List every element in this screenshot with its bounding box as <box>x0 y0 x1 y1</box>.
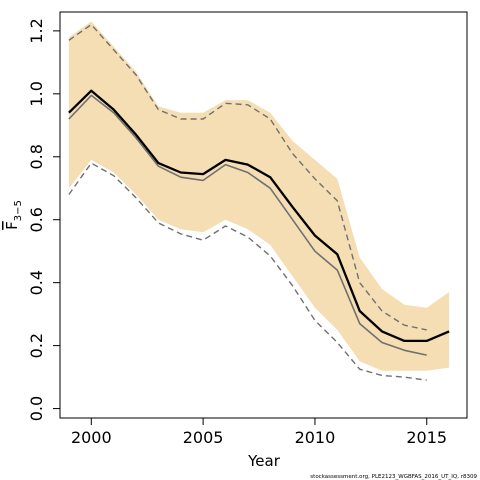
previous-estimate-line <box>68 94 427 356</box>
y-tick-label: 1.2 <box>27 18 46 43</box>
lines-layer <box>68 23 450 381</box>
previous-lower-ci-line <box>68 162 427 381</box>
y-axis-title: F3−5 <box>3 200 24 230</box>
main-estimate-line <box>68 89 450 343</box>
y-tick-label: 0.8 <box>27 144 46 169</box>
x-tick-label: 2000 <box>71 428 112 447</box>
x-tick-label: 2010 <box>295 428 336 447</box>
uncertainty-band-layer <box>68 21 450 371</box>
y-axis-title-sub: 3−5 <box>13 200 24 221</box>
previous-upper-ci-line <box>68 23 427 331</box>
y-axis: 0.0 0.2 0.4 0.6 0.8 1.0 1.2 <box>27 18 61 421</box>
y-tick-label: 0.0 <box>27 396 46 421</box>
x-axis-title: Year <box>247 452 281 470</box>
x-tick-label: 2015 <box>406 428 447 447</box>
svg-text:F3−5: F3−5 <box>3 200 24 230</box>
confidence-band <box>68 21 450 371</box>
y-tick-label: 0.2 <box>27 333 46 358</box>
y-tick-label: 1.0 <box>27 81 46 106</box>
y-axis-title-main: F <box>3 221 21 230</box>
plot-area <box>59 11 468 419</box>
x-tick-label: 2005 <box>183 428 224 447</box>
y-tick-label: 0.4 <box>27 270 46 295</box>
x-axis: 2000 2005 2010 2015 <box>71 417 447 447</box>
footer-note: stockassessment.org, PLE2123_WGBFAS_2016… <box>310 474 477 480</box>
y-tick-label: 0.6 <box>27 207 46 232</box>
